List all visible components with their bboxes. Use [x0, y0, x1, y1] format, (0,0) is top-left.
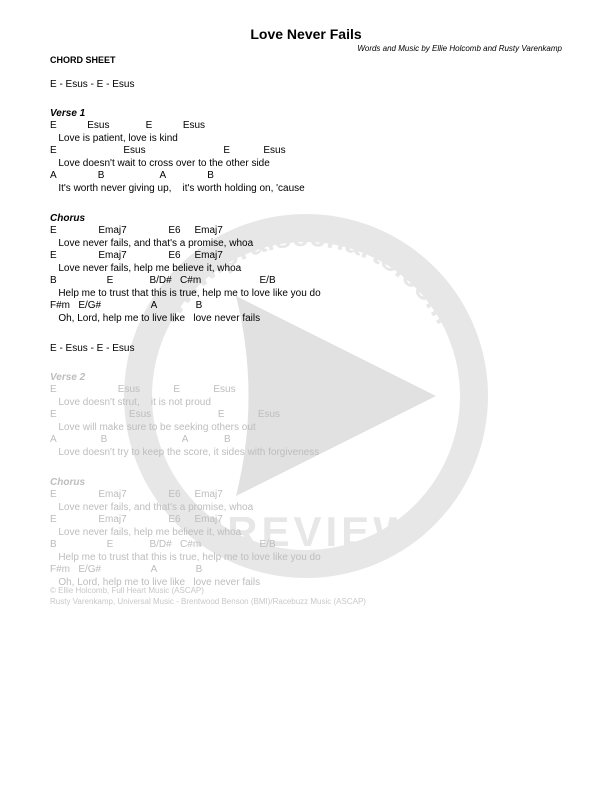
- section-title: Chorus: [50, 213, 562, 224]
- section-title: Verse 1: [50, 108, 562, 119]
- lyric-line: Love never fails, help me believe it, wh…: [50, 263, 562, 276]
- lyric-line: Love doesn't strut, it is not proud: [50, 397, 562, 410]
- line-pair: E Emaj7 E6 Emaj7 Love never fails, and t…: [50, 489, 562, 514]
- line-pair: A B A B It's worth never giving up, it's…: [50, 170, 562, 195]
- chord-line: B E B/D# C#m E/B: [50, 539, 562, 552]
- line-pair: B E B/D# C#m E/B Help me to trust that t…: [50, 275, 562, 300]
- copyright: © Ellie Holcomb, Full Heart Music (ASCAP…: [50, 586, 366, 607]
- lyric-line: Love will make sure to be seeking others…: [50, 422, 562, 435]
- section: Verse 2E Esus E Esus Love doesn't strut,…: [50, 372, 562, 459]
- section-title: Chorus: [50, 477, 562, 488]
- line-pair: B E B/D# C#m E/B Help me to trust that t…: [50, 539, 562, 564]
- chord-line: E Esus E Esus: [50, 145, 562, 158]
- line-pair: E Esus E Esus Love doesn't wait to cross…: [50, 145, 562, 170]
- credits: Words and Music by Ellie Holcomb and Rus…: [50, 44, 562, 53]
- chord-line: B E B/D# C#m E/B: [50, 275, 562, 288]
- copyright-line: Rusty Varenkamp, Universal Music - Brent…: [50, 597, 366, 607]
- chord-line: F#m E/G# A B: [50, 300, 562, 313]
- lyric-line: Help me to trust that this is true, help…: [50, 552, 562, 565]
- sheet-label: CHORD SHEET: [50, 55, 562, 65]
- chord-line: E Esus E Esus: [50, 409, 562, 422]
- lyric-line: Love doesn't try to keep the score, it s…: [50, 447, 562, 460]
- lyric-line: Love never fails, help me believe it, wh…: [50, 527, 562, 540]
- line-pair: A B A B Love doesn't try to keep the sco…: [50, 434, 562, 459]
- interlude-chords: E - Esus - E - Esus: [50, 343, 562, 354]
- line-pair: E Esus E Esus Love doesn't strut, it is …: [50, 384, 562, 409]
- line-pair: F#m E/G# A B Oh, Lord, help me to live l…: [50, 300, 562, 325]
- section: ChorusE Emaj7 E6 Emaj7 Love never fails,…: [50, 477, 562, 589]
- lyric-line: Love is patient, love is kind: [50, 133, 562, 146]
- chord-line: E Esus E Esus: [50, 120, 562, 133]
- chord-line: E Emaj7 E6 Emaj7: [50, 514, 562, 527]
- line-pair: E Esus E Esus Love is patient, love is k…: [50, 120, 562, 145]
- intro-chords: E - Esus - E - Esus: [50, 79, 562, 90]
- lyric-line: It's worth never giving up, it's worth h…: [50, 183, 562, 196]
- line-pair: E Emaj7 E6 Emaj7 Love never fails, and t…: [50, 225, 562, 250]
- section-title: Verse 2: [50, 372, 562, 383]
- chord-line: E Emaj7 E6 Emaj7: [50, 250, 562, 263]
- lyric-line: Love never fails, and that's a promise, …: [50, 238, 562, 251]
- line-pair: E Emaj7 E6 Emaj7 Love never fails, help …: [50, 514, 562, 539]
- chord-line: F#m E/G# A B: [50, 564, 562, 577]
- chord-line: E Esus E Esus: [50, 384, 562, 397]
- lyric-line: Love doesn't wait to cross over to the o…: [50, 158, 562, 171]
- section: ChorusE Emaj7 E6 Emaj7 Love never fails,…: [50, 213, 562, 325]
- chord-line: E Emaj7 E6 Emaj7: [50, 225, 562, 238]
- chord-line: A B A B: [50, 434, 562, 447]
- lyric-line: Help me to trust that this is true, help…: [50, 288, 562, 301]
- chord-line: E Emaj7 E6 Emaj7: [50, 489, 562, 502]
- lyric-line: Love never fails, and that's a promise, …: [50, 502, 562, 515]
- section: Verse 1E Esus E Esus Love is patient, lo…: [50, 108, 562, 195]
- song-title: Love Never Fails: [50, 26, 562, 42]
- lyric-line: Oh, Lord, help me to live like love neve…: [50, 313, 562, 326]
- line-pair: E Emaj7 E6 Emaj7 Love never fails, help …: [50, 250, 562, 275]
- line-pair: E Esus E Esus Love will make sure to be …: [50, 409, 562, 434]
- chord-line: A B A B: [50, 170, 562, 183]
- copyright-line: © Ellie Holcomb, Full Heart Music (ASCAP…: [50, 586, 366, 596]
